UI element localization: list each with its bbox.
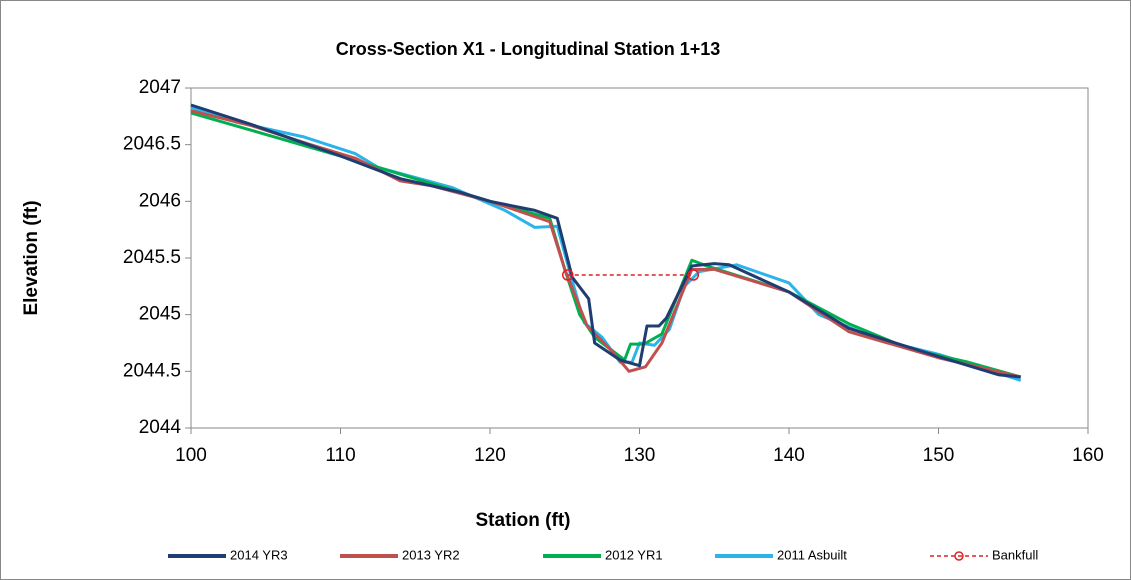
series-line bbox=[190, 103, 1021, 379]
y-tick-label: 2047 bbox=[139, 77, 181, 98]
legend-marker bbox=[954, 551, 964, 561]
point-marker bbox=[687, 269, 700, 281]
legend-label: 2013 YR2 bbox=[402, 547, 460, 562]
y-tick-label: 2046 bbox=[139, 190, 181, 211]
legend-label: Bankfull bbox=[992, 547, 1038, 562]
y-axis-label: Elevation (ft) bbox=[21, 200, 42, 315]
y-tick-label: 2045.5 bbox=[123, 247, 181, 268]
y-tick-label: 2046.5 bbox=[123, 134, 181, 155]
x-tick-label: 130 bbox=[624, 445, 656, 466]
chart-title: Cross-Section X1 - Longitudinal Station … bbox=[336, 39, 721, 59]
point-marker bbox=[561, 269, 574, 281]
x-tick-label: 100 bbox=[175, 445, 207, 466]
x-tick-label: 150 bbox=[923, 445, 955, 466]
legend-label: 2014 YR3 bbox=[230, 547, 288, 562]
x-axis-label: Station (ft) bbox=[476, 510, 571, 531]
y-tick-label: 2045 bbox=[139, 304, 181, 325]
y-tick-label: 2044.5 bbox=[123, 360, 181, 381]
x-tick-label: 160 bbox=[1072, 445, 1104, 466]
series-line bbox=[190, 109, 1022, 379]
legend-label: 2011 Asbuilt bbox=[777, 547, 847, 562]
x-tick-label: 140 bbox=[773, 445, 805, 466]
series-line bbox=[190, 111, 1022, 379]
legend-label: 2012 YR1 bbox=[605, 547, 663, 562]
x-tick-label: 110 bbox=[325, 445, 355, 466]
x-tick-label: 120 bbox=[474, 445, 506, 466]
y-tick-label: 2044 bbox=[139, 417, 182, 438]
